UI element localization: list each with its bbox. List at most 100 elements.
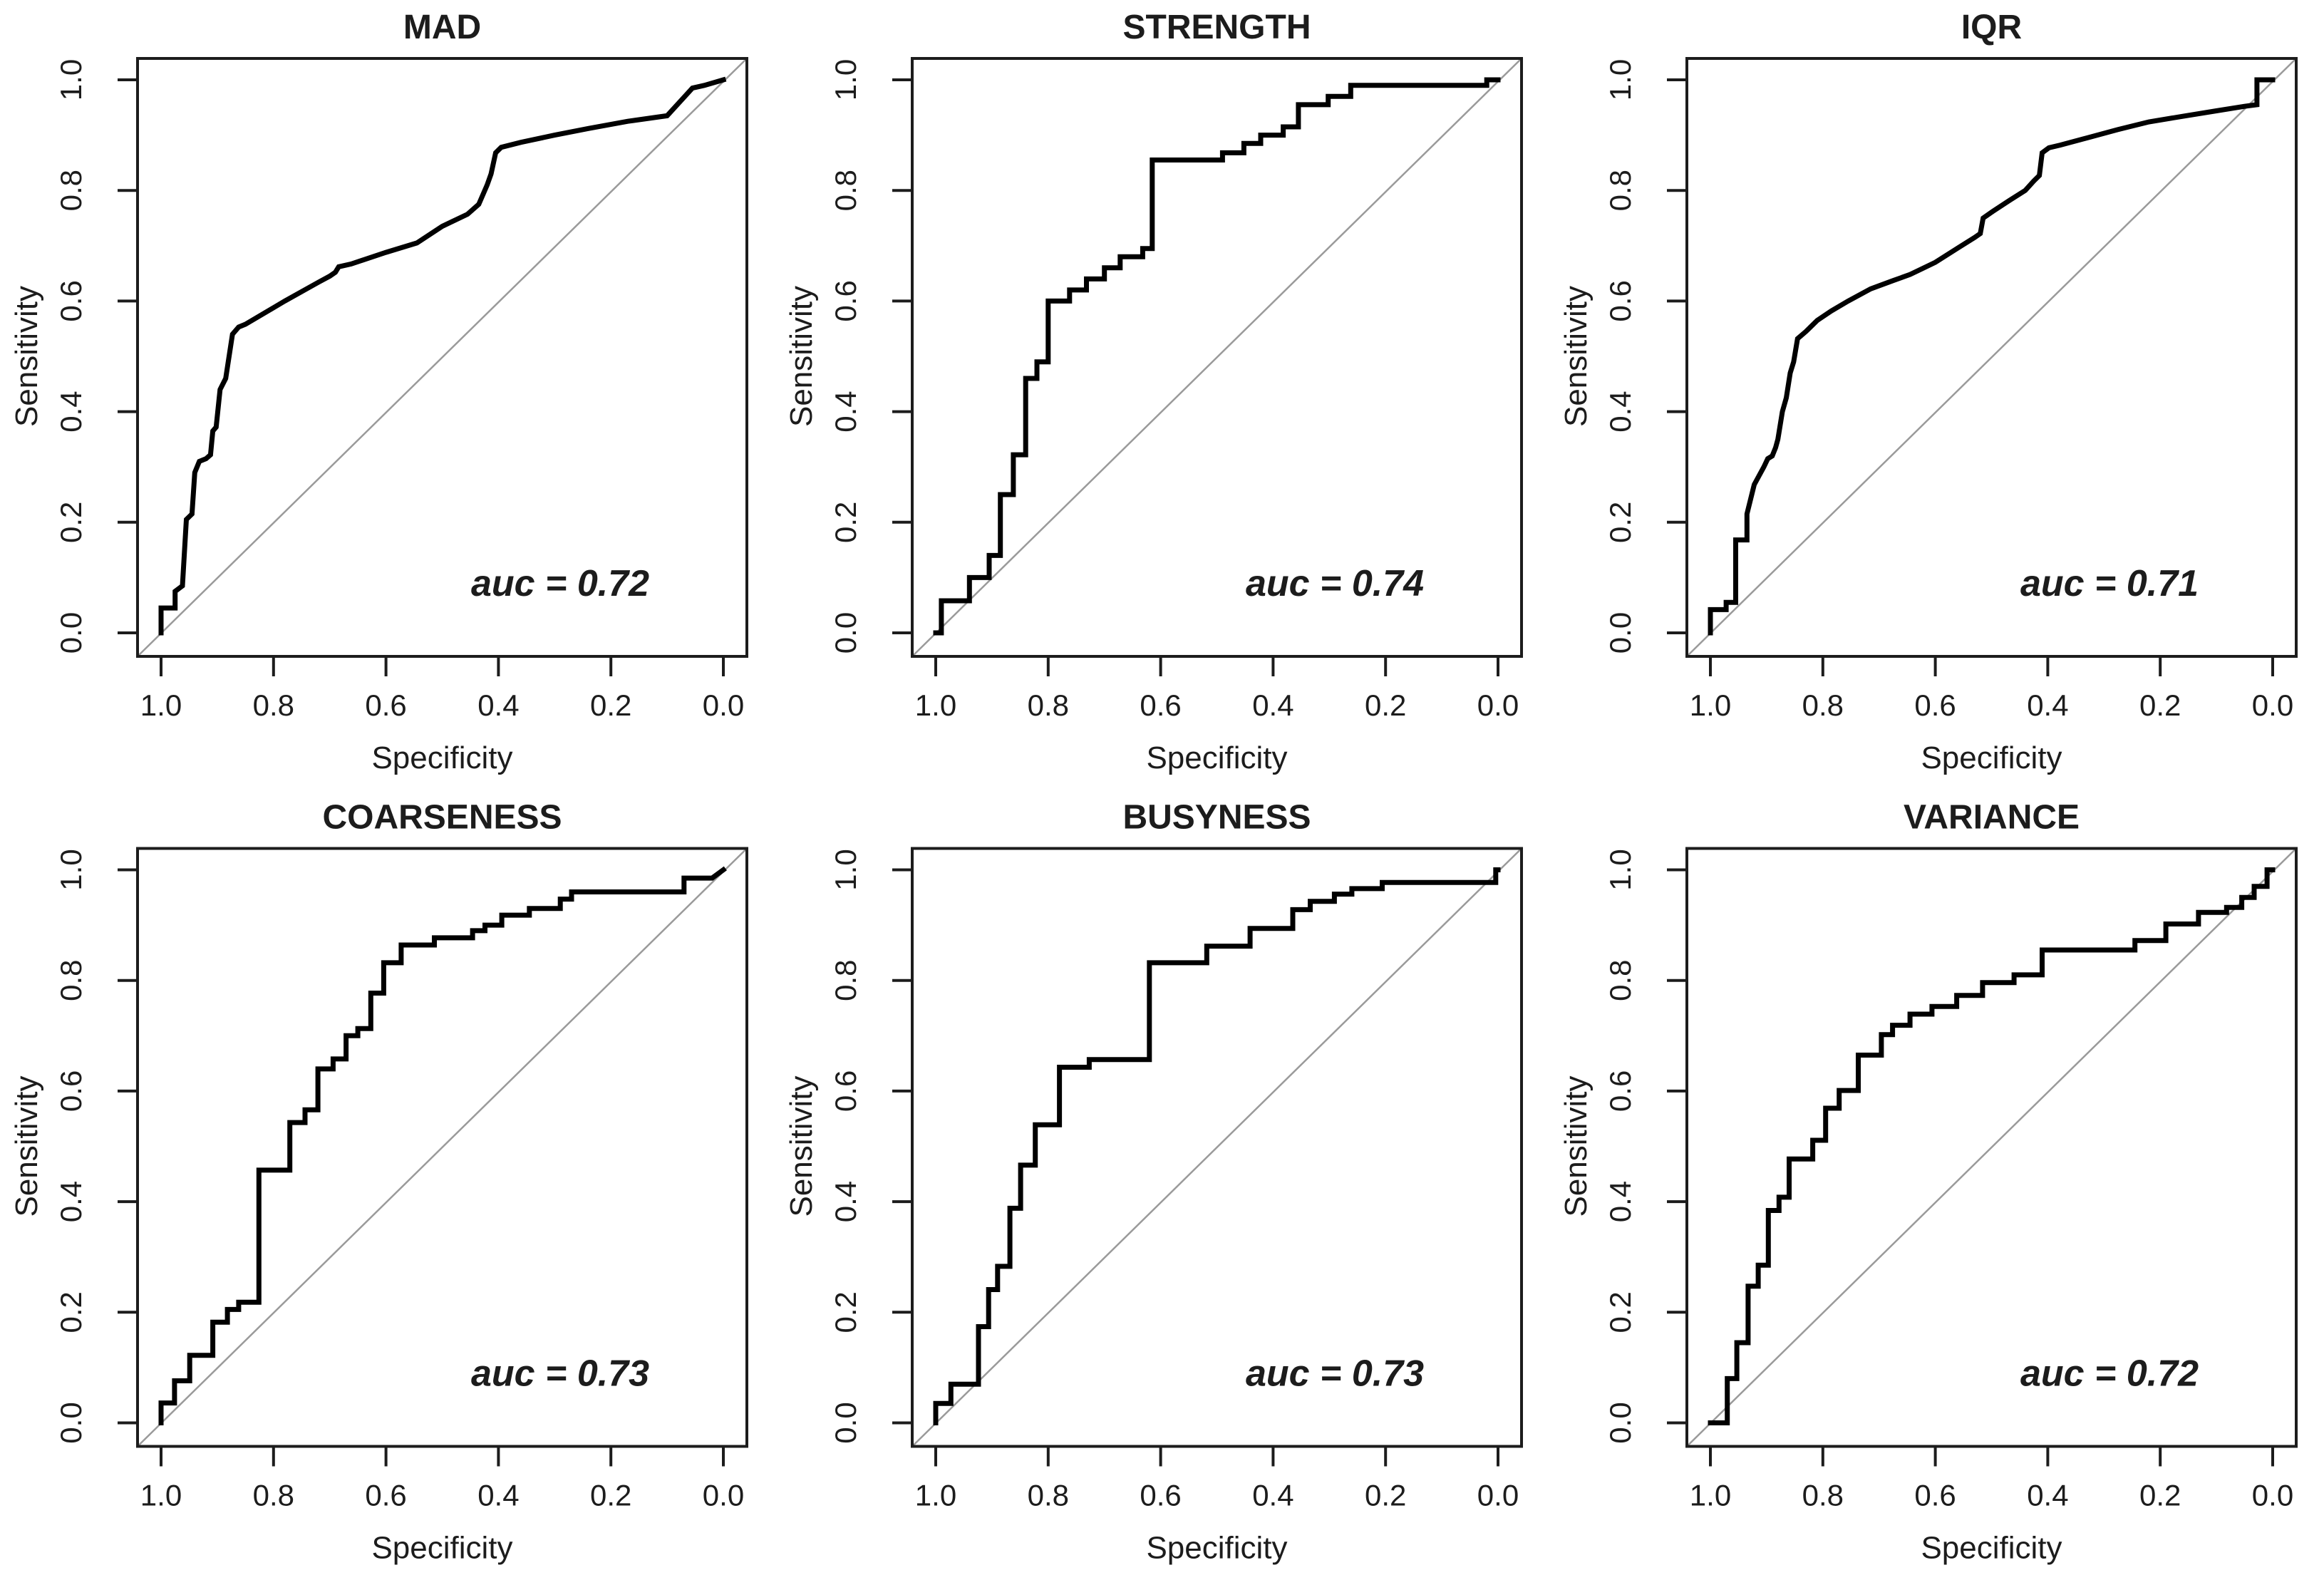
y-axis-label: Sensitivity	[9, 1075, 44, 1217]
x-tick-label: 0.2	[2139, 688, 2181, 722]
x-tick-label: 0.4	[2027, 1479, 2068, 1512]
x-tick-label: 1.0	[915, 1479, 956, 1512]
y-tick-label: 0.6	[54, 1070, 88, 1112]
y-tick-label: 1.0	[829, 59, 862, 100]
plot-box	[136, 57, 748, 658]
roc-curve	[933, 867, 1501, 1425]
y-tick-label: 0.0	[1603, 612, 1637, 654]
auc-annotation: auc = 0.72	[471, 563, 649, 604]
roc-panel-strength: 1.0 0.8 0.6 0.4 0.2 0.0 0.0 0.2 0.4 0.6 0.8 1.0 STRE…	[775, 0, 1549, 790]
x-tick-label: 1.0	[1690, 688, 1731, 722]
y-tick-label: 0.0	[1603, 1402, 1637, 1443]
y-tick-label: 0.4	[54, 1181, 88, 1222]
y-tick-label: 1.0	[1603, 849, 1637, 890]
y-tick-label: 0.8	[1603, 170, 1637, 211]
x-tick-label: 0.0	[1477, 1479, 1519, 1512]
x-tick-label: 0.2	[1365, 1479, 1406, 1512]
x-axis-label: Specificity	[371, 1531, 512, 1566]
y-tick-label: 0.6	[829, 280, 862, 321]
x-tick-label: 0.0	[703, 688, 744, 722]
roc-chart-busyness: 1.0 0.8 0.6 0.4 0.2 0.0 0.0 0.2 0.4 0.6 0.8 1.0 BUSY…	[784, 799, 1523, 1566]
auc-annotation: auc = 0.73	[471, 1353, 649, 1395]
roc-curve	[933, 77, 1501, 636]
x-tick-label: 0.0	[2252, 688, 2293, 722]
x-tick-label: 0.4	[477, 1479, 519, 1512]
roc-chart-mad: 1.0 0.8 0.6 0.4 0.2 0.0 0.0 0.2 0.4 0.6 0.8 1.0 MAD S…	[9, 9, 748, 775]
y-axis-label: Sensitivity	[784, 1075, 819, 1217]
roc-panel-busyness: 1.0 0.8 0.6 0.4 0.2 0.0 0.0 0.2 0.4 0.6 0.8 1.0 BUSY…	[775, 790, 1549, 1580]
x-axis-label: Specificity	[1921, 740, 2062, 775]
x-tick-label: 1.0	[140, 688, 182, 722]
roc-chart-strength: 1.0 0.8 0.6 0.4 0.2 0.0 0.0 0.2 0.4 0.6 0.8 1.0 STRE…	[784, 9, 1523, 775]
roc-curve	[158, 76, 727, 636]
y-tick-label: 1.0	[829, 849, 862, 890]
y-tick-label: 1.0	[1603, 59, 1637, 100]
diagonal-reference-line	[911, 58, 1522, 657]
x-tick-label: 1.0	[1690, 1479, 1731, 1512]
y-tick-label: 0.0	[829, 612, 862, 654]
x-axis-label: Specificity	[1921, 1531, 2062, 1566]
y-tick-label: 0.0	[54, 1402, 88, 1443]
y-tick-label: 0.2	[54, 1291, 88, 1333]
y-tick-label: 0.8	[1603, 960, 1637, 1001]
x-tick-label: 0.2	[1365, 688, 1406, 722]
x-tick-label: 0.4	[1252, 688, 1293, 722]
y-tick-label: 0.4	[1603, 391, 1637, 432]
roc-panel-variance: 1.0 0.8 0.6 0.4 0.2 0.0 0.0 0.2 0.4 0.6 0.8 1.0 VARI…	[1549, 790, 2324, 1580]
diagonal-reference-line	[137, 847, 748, 1447]
roc-panel-coarseness: 1.0 0.8 0.6 0.4 0.2 0.0 0.0 0.2 0.4 0.6 0.8 1.0 COAR…	[0, 790, 775, 1580]
auc-annotation: auc = 0.72	[2020, 1353, 2199, 1395]
y-tick-label: 0.8	[54, 960, 88, 1001]
roc-panel-mad: 1.0 0.8 0.6 0.4 0.2 0.0 0.0 0.2 0.4 0.6 0.8 1.0 MAD S…	[0, 0, 775, 790]
y-tick-label: 0.2	[829, 1291, 862, 1333]
x-tick-label: 0.8	[1802, 1479, 1844, 1512]
auc-annotation: auc = 0.73	[1246, 1353, 1424, 1395]
panel-title: MAD	[403, 9, 481, 46]
x-tick-label: 0.6	[365, 1479, 406, 1512]
x-tick-label: 0.4	[477, 688, 519, 722]
plot-box	[1685, 847, 2298, 1448]
y-tick-label: 0.4	[829, 391, 862, 432]
x-axis-label: Specificity	[371, 740, 512, 775]
x-tick-label: 0.4	[1252, 1479, 1293, 1512]
y-tick-label: 0.0	[54, 612, 88, 654]
y-tick-label: 0.6	[1603, 280, 1637, 321]
x-tick-label: 0.8	[1028, 688, 1069, 722]
x-tick-label: 0.6	[1140, 688, 1181, 722]
x-tick-label: 1.0	[140, 1479, 182, 1512]
y-tick-label: 0.8	[829, 960, 862, 1001]
y-tick-label: 0.2	[1603, 1291, 1637, 1333]
y-tick-label: 0.4	[829, 1181, 862, 1222]
x-axis-label: Specificity	[1146, 740, 1287, 775]
auc-annotation: auc = 0.74	[1246, 563, 1424, 604]
plot-box	[136, 847, 748, 1448]
x-tick-label: 0.8	[1802, 688, 1844, 722]
roc-panel-iqr: 1.0 0.8 0.6 0.4 0.2 0.0 0.0 0.2 0.4 0.6 0.8 1.0 IQR S…	[1549, 0, 2324, 790]
roc-curve	[1708, 77, 2276, 636]
y-axis-label: Sensitivity	[1559, 1075, 1594, 1217]
x-tick-label: 0.2	[2139, 1479, 2181, 1512]
panel-title: IQR	[1961, 9, 2022, 46]
diagonal-reference-line	[137, 58, 748, 657]
x-tick-label: 0.0	[2252, 1479, 2293, 1512]
diagonal-reference-line	[1686, 847, 2297, 1447]
y-tick-label: 1.0	[54, 849, 88, 890]
diagonal-reference-line	[1686, 58, 2297, 657]
roc-chart-coarseness: 1.0 0.8 0.6 0.4 0.2 0.0 0.0 0.2 0.4 0.6 0.8 1.0 COAR…	[9, 799, 748, 1566]
y-tick-label: 0.6	[1603, 1070, 1637, 1112]
roc-chart-iqr: 1.0 0.8 0.6 0.4 0.2 0.0 0.0 0.2 0.4 0.6 0.8 1.0 IQR S…	[1559, 9, 2298, 775]
x-tick-label: 0.8	[253, 688, 294, 722]
x-tick-label: 0.6	[1914, 1479, 1956, 1512]
x-tick-label: 0.0	[703, 1479, 744, 1512]
roc-curve	[158, 866, 727, 1425]
panel-title: COARSENESS	[322, 799, 562, 837]
y-tick-label: 1.0	[54, 59, 88, 100]
y-tick-label: 0.4	[1603, 1181, 1637, 1222]
roc-curve	[1708, 867, 2276, 1425]
panel-title: STRENGTH	[1123, 9, 1311, 46]
x-tick-label: 0.2	[590, 1479, 631, 1512]
y-tick-label: 0.8	[54, 170, 88, 211]
y-axis-label: Sensitivity	[1559, 286, 1594, 427]
x-tick-label: 0.6	[365, 688, 406, 722]
diagonal-reference-line	[911, 847, 1522, 1447]
